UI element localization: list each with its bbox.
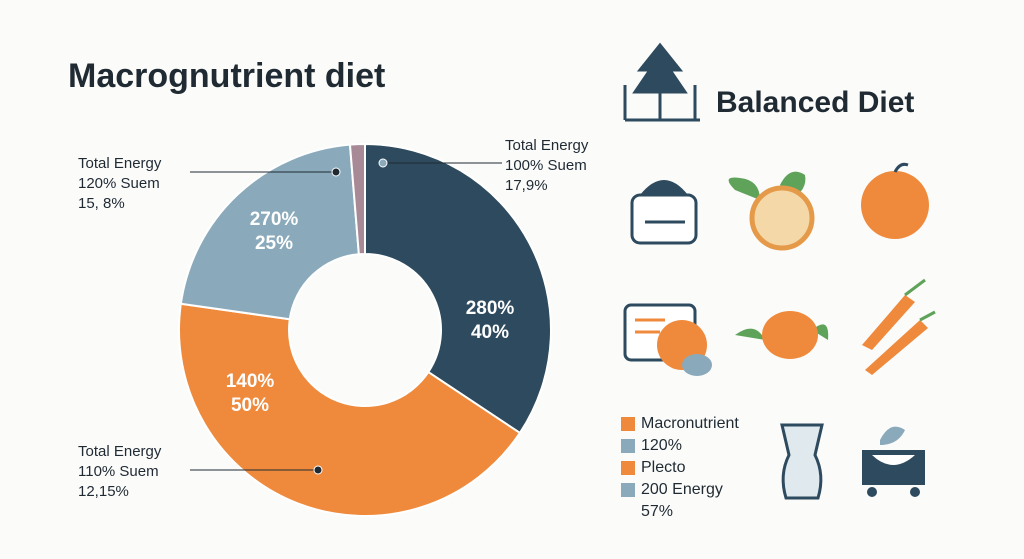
legend-swatch — [621, 461, 635, 475]
donut-segment — [364, 142, 552, 435]
callout-text: 17,9% — [505, 177, 548, 194]
callout-text: 120% Suem — [78, 175, 160, 192]
segment-value: 25% — [255, 233, 293, 254]
segment-label: 270% — [250, 209, 299, 230]
callout-text: 12,15% — [78, 483, 129, 500]
callout-dot — [313, 465, 323, 475]
legend-label: 57% — [641, 503, 673, 520]
callout-text: Total Energy — [505, 137, 589, 154]
donut-segment — [178, 302, 522, 517]
segment-value: 40% — [471, 322, 509, 343]
legend-label: Macronutrient — [641, 415, 739, 432]
legend-swatch — [621, 483, 635, 497]
segment-label: 280% — [466, 298, 515, 319]
legend-label: 120% — [641, 437, 682, 454]
callout-dot — [378, 158, 388, 168]
legend-swatch — [621, 417, 635, 431]
callout-dot — [331, 167, 341, 177]
donut-segment — [179, 143, 360, 321]
panel-title: Balanced Diet — [716, 86, 914, 119]
callout-text: Total Energy — [78, 155, 162, 172]
callout-text: 100% Suem — [505, 157, 587, 174]
legend-label: 200 Energy — [641, 481, 723, 498]
callout-text: 15, 8% — [78, 195, 125, 212]
tree-icon — [623, 42, 700, 122]
donut-segment — [348, 142, 366, 256]
segment-label: 140% — [226, 371, 275, 392]
segment-value: 50% — [231, 395, 269, 416]
legend-swatch — [621, 439, 635, 453]
legend-label: Plecto — [641, 459, 686, 476]
food-icons — [623, 162, 936, 500]
callout-text: Total Energy — [78, 443, 162, 460]
callout-text: 110% Suem — [78, 463, 159, 480]
chart-title: Macrognutrient diet — [68, 57, 385, 95]
